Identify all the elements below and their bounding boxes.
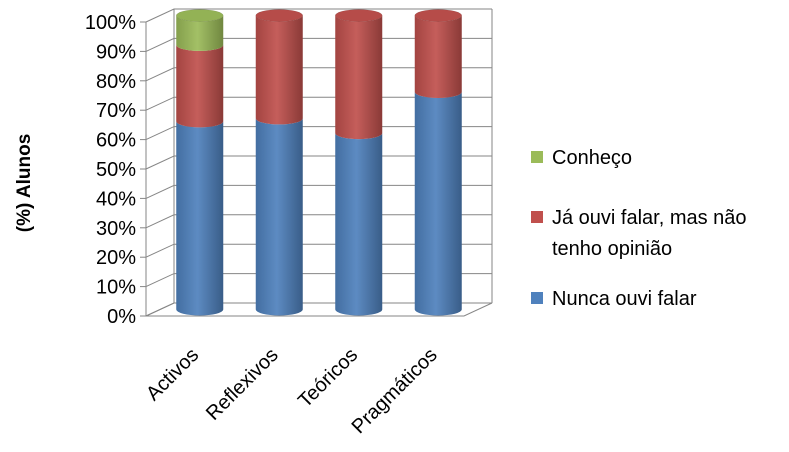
y-axis: 0% 10% 20% 30% 40% 50% 60% 70% 80% 90% 100%: [85, 12, 146, 328]
bar-top-cap: [414, 9, 462, 22]
y-tick-label: 50%: [96, 159, 136, 181]
gridline: [145, 155, 492, 170]
bar-stack: [414, 9, 462, 316]
y-axis-title: (%) Alunos: [14, 134, 35, 233]
gridline: [145, 273, 492, 288]
y-tick-label: 60%: [96, 130, 136, 152]
legend-label: Conheço: [552, 147, 632, 169]
bar-segment: [255, 15, 303, 125]
x-tick-label: Reflexivos: [202, 344, 283, 425]
y-tick-label: 30%: [96, 218, 136, 240]
gridline: [145, 37, 492, 52]
bar-segment: [414, 15, 462, 98]
gridline: [145, 243, 492, 258]
gridline: [145, 184, 492, 199]
y-tick-label: 100%: [85, 12, 136, 34]
y-tick-label: 20%: [96, 247, 136, 269]
bars: [176, 9, 462, 316]
gridline: [145, 8, 492, 23]
bar-stack: [176, 9, 224, 316]
gridline: [145, 96, 492, 111]
legend-swatch: [531, 151, 543, 163]
bar-stack: [335, 9, 383, 316]
legend-label: Já ouvi falar, mas não: [552, 207, 747, 229]
x-tick-label: Pragmáticos: [348, 344, 442, 438]
bar-segment: [176, 121, 224, 316]
gridline: [145, 302, 492, 317]
bar-segment: [176, 15, 224, 51]
y-tick-label: 70%: [96, 100, 136, 122]
y-tick-label: 10%: [96, 277, 136, 299]
bar-segment: [414, 91, 462, 316]
y-tick-label: 40%: [96, 188, 136, 210]
gridline: [145, 126, 492, 141]
y-tick-label: 90%: [96, 41, 136, 63]
legend-label: tenho opinião: [552, 238, 672, 260]
x-tick-label: Activos: [142, 344, 203, 405]
bar-segment: [176, 44, 224, 128]
legend-swatch: [531, 292, 543, 304]
gridline: [145, 67, 492, 82]
bar-top-cap: [335, 9, 383, 22]
bar-segment: [335, 15, 383, 140]
legend: Conheço Já ouvi falar, mas não tenho opini…: [531, 147, 747, 310]
y-tick-label: 0%: [107, 306, 136, 328]
x-tick-label: Teóricos: [294, 344, 362, 412]
bar-segment: [255, 118, 303, 316]
bar-stack: [255, 9, 303, 316]
legend-swatch: [531, 211, 543, 223]
bar-top-cap: [255, 9, 303, 22]
y-tick-label: 80%: [96, 71, 136, 93]
bar-top-cap: [176, 9, 224, 22]
bar-segment: [335, 133, 383, 316]
legend-label: Nunca ouvi falar: [552, 288, 697, 310]
gridline: [145, 214, 492, 229]
